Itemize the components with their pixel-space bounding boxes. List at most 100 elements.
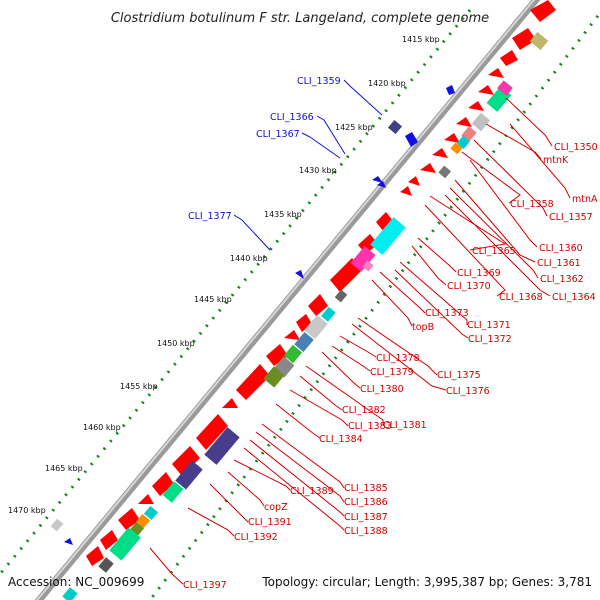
kbp-tick: 1465 kbp: [45, 464, 83, 473]
outer-dotted-track: [0, 9, 472, 577]
kbp-tick: 1420 kbp: [368, 79, 406, 88]
gene-block: [283, 344, 303, 364]
leader-line: [394, 269, 469, 339]
topology-label: Topology: circular; Length: 3,995,387 bp…: [261, 575, 592, 589]
gene-forward: [432, 148, 448, 158]
gene-label-inner: CLI_1375: [437, 370, 481, 381]
gene-block: [456, 135, 471, 150]
leader-line: [233, 214, 271, 251]
gene-label-inner: CLI_1372: [468, 334, 512, 345]
gene-label-inner: CLI_1369: [457, 268, 501, 279]
gene-label-inner: copZ: [264, 502, 288, 513]
gene-forward: [488, 68, 504, 78]
gene-forward: [408, 176, 420, 186]
gene-label-inner: CLI_1364: [552, 292, 596, 303]
gene-label-inner: CLI_1368: [499, 292, 543, 303]
leader-line: [505, 97, 553, 147]
leader-line: [255, 431, 345, 503]
gene-label-inner: CLI_1385: [344, 483, 388, 494]
gene-forward: [456, 117, 472, 127]
gene-label-inner: CLI_1383: [348, 421, 392, 432]
gene-block: [362, 260, 374, 272]
leader-line: [321, 351, 361, 389]
gene-block: [350, 246, 376, 272]
outer-leaders: [233, 79, 383, 251]
gene-label-inner: mtnK: [543, 155, 569, 166]
gene-label-inner: CLI_1391: [248, 517, 292, 528]
leader-line: [261, 423, 345, 489]
kbp-tick: 1430 kbp: [299, 166, 337, 175]
gene-forward: [236, 364, 270, 400]
kbp-tick: 1425 kbp: [335, 123, 373, 132]
leader-line: [343, 79, 383, 116]
gene-block: [529, 31, 549, 51]
leader-line: [301, 132, 341, 159]
gene-forward: [330, 258, 362, 292]
gene-label-inner: CLI_1384: [319, 434, 363, 445]
leader-line: [249, 439, 345, 517]
leader-line: [351, 323, 447, 391]
leader-line: [316, 115, 346, 155]
gene-block: [497, 80, 513, 96]
gene-block: [438, 165, 452, 179]
leader-line: [299, 375, 343, 411]
leader-line: [424, 204, 506, 297]
gene-label-inner: CLI_1381: [383, 420, 427, 431]
gene-label-inner: CLI_1389: [290, 486, 334, 497]
colored-gene-track: [62, 31, 549, 600]
gene-label-inner: topB: [412, 322, 434, 333]
kbp-tick: 1460 kbp: [83, 423, 121, 432]
inner-leaders: [149, 97, 571, 585]
gene-block: [143, 505, 159, 521]
accession-label: Accession: NC_009699: [8, 575, 144, 589]
gene-reverse: [405, 132, 418, 147]
gene-forward: [478, 85, 494, 95]
gene-label-inner: CLI_1350: [554, 142, 598, 153]
gene-label-inner: CLI_1361: [537, 258, 581, 269]
gene-label-inner: CLI_1388: [344, 526, 388, 537]
gene-block: [294, 332, 314, 352]
leader-line: [357, 317, 438, 376]
gene-reverse: [64, 538, 73, 545]
gene-label-inner: CLI_1365: [472, 246, 516, 257]
leader-line: [331, 345, 371, 372]
gene-forward: [296, 314, 312, 332]
gene-block: [62, 587, 78, 600]
gene-block: [135, 513, 151, 529]
leader-line: [187, 507, 235, 537]
gene-label-inner: mtnA: [572, 194, 598, 205]
leader-line: [444, 194, 551, 297]
leader-line: [209, 483, 249, 523]
leader-line: [399, 261, 468, 325]
map-title: Clostridium botulinum F str. Langeland, …: [111, 11, 489, 26]
gene-block: [204, 427, 240, 465]
leader-line: [305, 365, 384, 425]
genome-backbone-highlight: [35, 0, 536, 600]
gene-forward: [118, 508, 140, 530]
gene-label-outer: CLI_1377: [188, 211, 232, 222]
kbp-tick: 1470 kbp: [8, 506, 46, 515]
gene-label-inner: CLI_1370: [447, 281, 491, 292]
gene-label-inner: CLI_1360: [539, 243, 583, 254]
gene-label-inner: CLI_1358: [510, 199, 554, 210]
gene-forward: [512, 28, 536, 50]
gene-block: [450, 142, 463, 155]
gene-forward: [500, 50, 518, 66]
leader-line: [509, 123, 571, 199]
gene-forward: [530, 0, 556, 22]
gene-forward: [196, 414, 228, 450]
gene-block: [162, 481, 184, 503]
gene-forward: [266, 344, 288, 366]
gene-label-inner: CLI_1376: [446, 386, 490, 397]
leader-line: [339, 335, 377, 358]
gene-reverse: [377, 181, 386, 188]
leader-line: [449, 187, 539, 279]
gene-label-inner: CLI_1379: [370, 367, 414, 378]
gene-forward: [376, 212, 394, 232]
gene-forward: [172, 446, 200, 476]
leader-line: [233, 459, 291, 491]
gene-label-inner: CLI_1397: [183, 580, 227, 591]
gene-forward: [420, 163, 436, 173]
gene-label-outer: CLI_1367: [256, 129, 300, 140]
genome-backbone: [34, 0, 541, 600]
